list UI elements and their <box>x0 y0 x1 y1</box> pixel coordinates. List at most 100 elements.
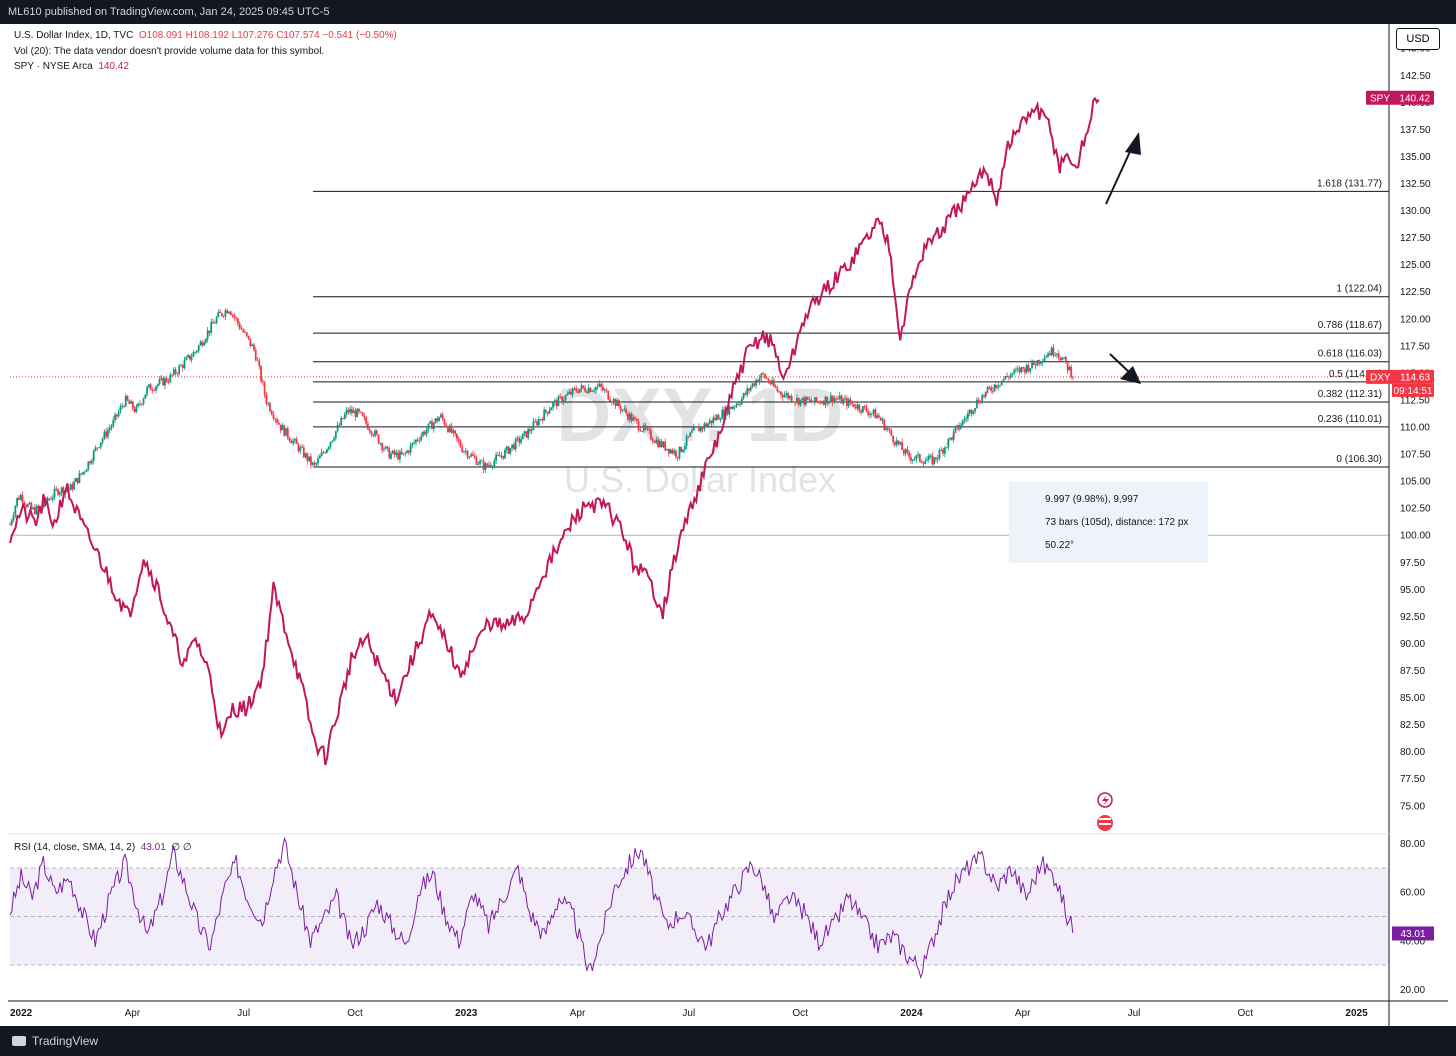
dxy-candle-body <box>496 454 499 456</box>
dxy-candle-body <box>1061 358 1064 361</box>
dxy-candle-body <box>774 386 777 388</box>
dxy-candle-body <box>854 406 857 409</box>
dxy-candle-body <box>512 444 515 450</box>
time-tick-label: Apr <box>1015 1008 1031 1019</box>
price-tick-label: 75.00 <box>1400 801 1425 812</box>
dxy-candle-body <box>853 403 855 407</box>
dxy-candle-body <box>238 323 241 329</box>
chart-svg[interactable]: DXY, 1D U.S. Dollar Index 1.618 (131.77)… <box>8 24 1448 1026</box>
dxy-candle-body <box>283 425 286 436</box>
dxy-candle-body <box>365 417 368 424</box>
legend-compare[interactable]: SPY · NYSE Arca 140.42 <box>14 61 129 72</box>
dxy-candle-body <box>772 380 775 387</box>
dxy-candle-body <box>794 401 797 403</box>
dxy-candle-body <box>247 335 250 339</box>
dxy-candle-body <box>1011 373 1014 375</box>
dxy-candle-body <box>808 399 811 401</box>
dxy-candle-body <box>653 441 656 443</box>
dxy-candle-body <box>372 434 375 436</box>
dxy-candle-body <box>546 412 549 414</box>
dxy-candle-body <box>705 423 708 427</box>
legend-main[interactable]: U.S. Dollar Index, 1D, TVC O108.091 H108… <box>14 30 397 41</box>
dxy-candle-body <box>331 440 334 443</box>
dxy-candle-body <box>89 461 92 464</box>
dxy-candle-body <box>194 351 197 353</box>
legend-rsi[interactable]: RSI (14, close, SMA, 14, 2) 43.01 ∅ ∅ <box>14 842 192 853</box>
dxy-candle-body <box>1006 376 1009 377</box>
rsi-tick-label: 80.00 <box>1400 839 1425 850</box>
dxy-candle-body <box>94 447 97 451</box>
dxy-candle-body <box>607 391 610 400</box>
dxy-candle-body <box>502 455 505 459</box>
dxy-candle-body <box>562 400 565 403</box>
dxy-candle-body <box>618 399 620 407</box>
dxy-candle-body <box>26 504 29 507</box>
time-tick-label: Apr <box>125 1008 141 1019</box>
dxy-candle-body <box>69 484 72 491</box>
dxy-candle-body <box>881 419 884 421</box>
dxy-candle-body <box>454 430 457 434</box>
dxy-candle-body <box>831 395 834 403</box>
dxy-candle-body <box>156 384 159 387</box>
dxy-candle-body <box>676 456 679 459</box>
dxy-candle-body <box>464 451 467 453</box>
dxy-candle-body <box>55 488 58 490</box>
dxy-candle-body <box>304 453 307 458</box>
dxy-candle-body <box>781 394 784 398</box>
dxy-candle-body <box>894 442 896 445</box>
dxy-candle-body <box>1002 379 1005 381</box>
dxy-candle-body <box>858 404 861 411</box>
dxy-candle-body <box>970 409 973 414</box>
dxy-candle-body <box>413 442 416 444</box>
dxy-candle-body <box>185 357 188 361</box>
legend-compare-value: 140.42 <box>98 61 129 72</box>
legend-vol[interactable]: Vol (20): The data vendor doesn't provid… <box>14 46 324 57</box>
fib-level-label: 0.786 (118.67) <box>1318 320 1382 331</box>
dxy-candle-body <box>796 397 798 403</box>
measure-tooltip: 9.997 (9.98%), 9,997 73 bars (105d), dis… <box>1009 482 1208 563</box>
dxy-candle-body <box>491 466 494 468</box>
dxy-candle-body <box>432 422 435 429</box>
dxy-candle-body <box>167 381 170 383</box>
dxy-candle-body <box>375 430 378 435</box>
dxy-candle-body <box>350 409 353 414</box>
dxy-candle-body <box>669 449 672 454</box>
price-tick-label: 137.50 <box>1400 125 1431 136</box>
time-tick-label: Apr <box>570 1008 586 1019</box>
dxy-candle-body <box>735 403 738 407</box>
dxy-candle-body <box>917 454 919 456</box>
dxy-candle-body <box>1013 369 1016 374</box>
dxy-candle-body <box>62 487 65 495</box>
flag-stripe <box>1099 818 1111 820</box>
dxy-candle-body <box>281 425 284 431</box>
trend-dotted-line <box>933 381 998 461</box>
dxy-badge-symbol: DXY <box>1370 372 1391 383</box>
dxy-candle-body <box>983 395 985 397</box>
dxy-candle-body <box>548 410 551 414</box>
price-tick-label: 77.50 <box>1400 774 1425 785</box>
dxy-candle-body <box>938 450 941 459</box>
dxy-candle-body <box>82 471 84 475</box>
price-tick-label: 102.50 <box>1400 504 1431 515</box>
dxy-candle-body <box>910 456 912 461</box>
dxy-candle-body <box>634 417 636 419</box>
dxy-candle-body <box>699 426 702 432</box>
rsi-tick-label: 20.00 <box>1400 985 1425 996</box>
dxy-candle-body <box>760 373 763 379</box>
dxy-candle-body <box>402 453 405 455</box>
dxy-candle-body <box>480 460 483 462</box>
dxy-candle-body <box>594 387 597 391</box>
dxy-candle-body <box>131 401 134 409</box>
dxy-candle-body <box>545 409 547 413</box>
dxy-candle-body <box>845 398 848 407</box>
dxy-candle-body <box>1043 357 1046 362</box>
dxy-candle-body <box>37 505 40 509</box>
currency-button[interactable]: USD <box>1396 28 1440 50</box>
chart-frame[interactable]: DXY, 1D U.S. Dollar Index 1.618 (131.77)… <box>8 24 1448 1026</box>
dxy-candle-body <box>733 406 736 408</box>
dxy-candle-body <box>336 424 339 432</box>
dxy-candle-body <box>155 386 157 391</box>
dxy-candle-body <box>776 387 779 392</box>
dxy-candle-body <box>507 446 510 454</box>
up-arrow-icon <box>1125 132 1141 155</box>
